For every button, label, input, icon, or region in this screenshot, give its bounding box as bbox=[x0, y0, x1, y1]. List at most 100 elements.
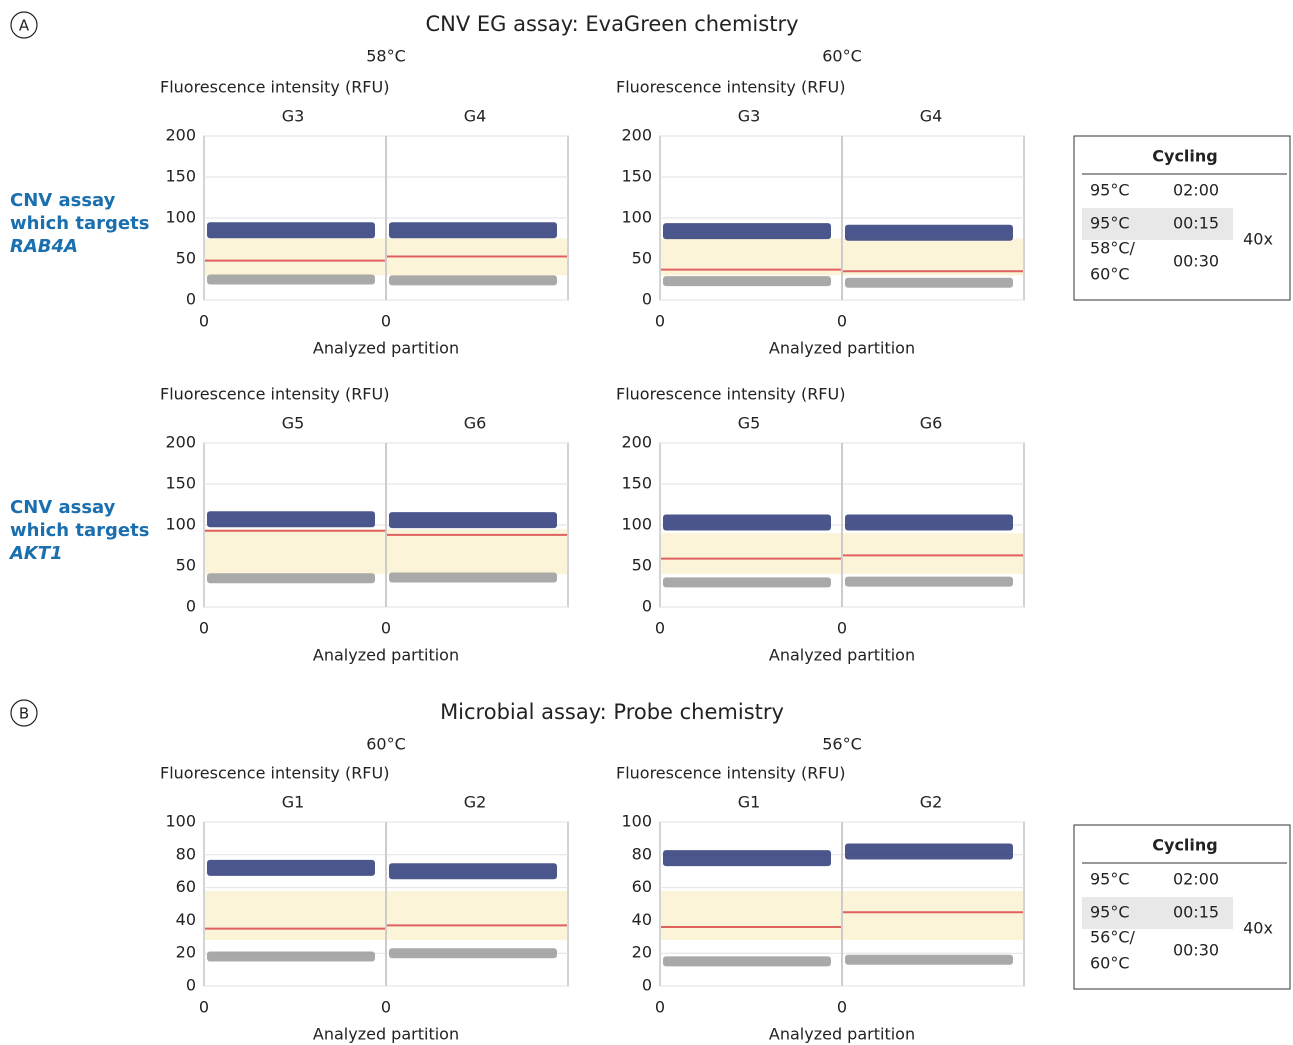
section-badge bbox=[10, 11, 38, 39]
y-tick-label: 0 bbox=[642, 597, 652, 616]
group-label: G6 bbox=[920, 414, 943, 433]
positive-cluster bbox=[389, 863, 557, 880]
y-tick-label: 80 bbox=[632, 844, 652, 863]
row-label: CNV assay bbox=[10, 497, 116, 518]
y-tick-label: 50 bbox=[176, 249, 196, 268]
y-tick-label: 100 bbox=[621, 515, 652, 534]
positive-cluster bbox=[663, 223, 831, 240]
y-tick-label: 200 bbox=[621, 126, 652, 145]
row-target: AKT1 bbox=[8, 543, 63, 564]
y-tick-label: 200 bbox=[165, 433, 196, 452]
y-tick-label: 100 bbox=[165, 208, 196, 227]
x-tick-label: 0 bbox=[655, 998, 665, 1017]
negative-cluster bbox=[845, 954, 1013, 965]
x-axis-label: Analyzed partition bbox=[769, 1025, 915, 1044]
y-axis-label: Fluorescence intensity (RFU) bbox=[616, 385, 845, 404]
row-label: CNV assay bbox=[10, 190, 116, 211]
section-title: CNV EG assay: EvaGreen chemistry bbox=[425, 12, 798, 36]
group-label: G4 bbox=[464, 107, 487, 126]
cycling-highlight bbox=[1082, 897, 1233, 929]
positive-cluster bbox=[389, 512, 557, 529]
y-tick-label: 200 bbox=[621, 433, 652, 452]
x-tick-label: 0 bbox=[837, 998, 847, 1017]
column-header: 60°C bbox=[822, 47, 862, 66]
y-tick-label: 100 bbox=[621, 812, 652, 831]
positive-cluster bbox=[845, 514, 1013, 531]
section-badge bbox=[10, 699, 38, 727]
x-tick-label: 0 bbox=[381, 619, 391, 638]
positive-cluster bbox=[845, 224, 1013, 241]
y-tick-label: 20 bbox=[632, 943, 652, 962]
negative-cluster bbox=[845, 576, 1013, 587]
positive-cluster bbox=[207, 222, 375, 239]
y-tick-label: 100 bbox=[165, 812, 196, 831]
y-tick-label: 50 bbox=[632, 249, 652, 268]
group-label: G4 bbox=[920, 107, 943, 126]
cycling-time: 00:30 bbox=[1173, 941, 1219, 960]
x-tick-label: 0 bbox=[381, 312, 391, 331]
column-header: 60°C bbox=[366, 735, 406, 754]
y-tick-label: 50 bbox=[176, 556, 196, 575]
cycling-time: 00:15 bbox=[1173, 903, 1219, 922]
y-tick-label: 40 bbox=[176, 910, 196, 929]
y-tick-label: 0 bbox=[186, 290, 196, 309]
section-label: B bbox=[19, 705, 29, 723]
positive-cluster bbox=[663, 850, 831, 867]
cycling-time: 02:00 bbox=[1173, 870, 1219, 889]
group-label: G2 bbox=[464, 793, 487, 812]
cycling-repeat: 40x bbox=[1243, 919, 1273, 938]
cycling-box bbox=[1073, 135, 1291, 301]
x-tick-label: 0 bbox=[199, 619, 209, 638]
y-tick-label: 60 bbox=[176, 877, 196, 896]
cycling-time: 00:30 bbox=[1173, 252, 1219, 271]
column-header: 56°C bbox=[822, 735, 862, 754]
positive-cluster bbox=[207, 859, 375, 876]
rain-zone bbox=[843, 890, 1023, 941]
group-label: G5 bbox=[738, 414, 761, 433]
negative-cluster bbox=[207, 951, 375, 962]
x-axis-label: Analyzed partition bbox=[769, 339, 915, 358]
y-tick-label: 150 bbox=[621, 167, 652, 186]
section-title: Microbial assay: Probe chemistry bbox=[440, 700, 784, 724]
y-axis-label: Fluorescence intensity (RFU) bbox=[160, 385, 389, 404]
cycling-box bbox=[1073, 824, 1291, 990]
negative-cluster bbox=[207, 573, 375, 584]
rain-zone bbox=[205, 529, 385, 575]
row-label: which targets bbox=[10, 520, 149, 541]
group-label: G1 bbox=[282, 793, 305, 812]
row-label: which targets bbox=[10, 213, 149, 234]
y-tick-label: 20 bbox=[176, 943, 196, 962]
rain-zone bbox=[843, 238, 1023, 276]
cycling-title: Cycling bbox=[1152, 836, 1217, 855]
rain-zone bbox=[205, 238, 385, 276]
negative-cluster bbox=[663, 956, 831, 967]
negative-cluster bbox=[663, 276, 831, 287]
rain-zone bbox=[661, 890, 841, 941]
positive-cluster bbox=[207, 511, 375, 528]
cycling-temp: 58°C/ bbox=[1090, 239, 1136, 258]
x-tick-label: 0 bbox=[655, 312, 665, 331]
negative-cluster bbox=[207, 274, 375, 285]
y-tick-label: 100 bbox=[621, 208, 652, 227]
y-tick-label: 150 bbox=[165, 474, 196, 493]
negative-cluster bbox=[389, 948, 557, 959]
y-tick-label: 150 bbox=[621, 474, 652, 493]
y-axis-label: Fluorescence intensity (RFU) bbox=[616, 78, 845, 97]
rain-zone bbox=[387, 529, 567, 575]
y-tick-label: 0 bbox=[642, 290, 652, 309]
column-header: 58°C bbox=[366, 47, 406, 66]
positive-cluster bbox=[389, 222, 557, 239]
group-label: G2 bbox=[920, 793, 943, 812]
x-tick-label: 0 bbox=[381, 998, 391, 1017]
cycling-temp: 95°C bbox=[1090, 181, 1130, 200]
negative-cluster bbox=[845, 277, 1013, 288]
group-label: G6 bbox=[464, 414, 487, 433]
y-axis-label: Fluorescence intensity (RFU) bbox=[160, 764, 389, 783]
x-axis-label: Analyzed partition bbox=[769, 646, 915, 665]
positive-cluster bbox=[845, 843, 1013, 860]
cycling-temp: 95°C bbox=[1090, 870, 1130, 889]
rain-zone bbox=[661, 533, 841, 575]
cycling-repeat: 40x bbox=[1243, 230, 1273, 249]
negative-cluster bbox=[663, 577, 831, 588]
